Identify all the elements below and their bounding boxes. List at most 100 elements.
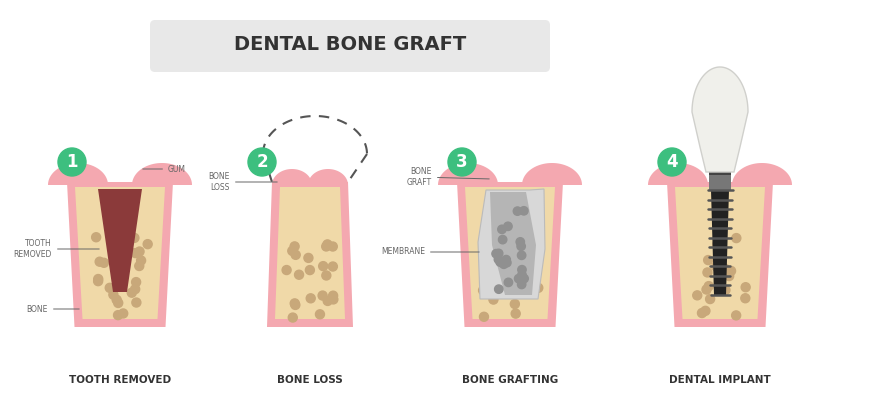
Text: BONE
LOSS: BONE LOSS — [209, 172, 278, 192]
Circle shape — [494, 265, 504, 274]
Circle shape — [496, 264, 505, 273]
Polygon shape — [490, 192, 536, 295]
Text: DENTAL BONE GRAFT: DENTAL BONE GRAFT — [233, 36, 466, 54]
Circle shape — [100, 258, 108, 267]
Circle shape — [479, 312, 488, 321]
Polygon shape — [75, 187, 165, 319]
Circle shape — [741, 294, 750, 303]
Text: BONE LOSS: BONE LOSS — [278, 375, 343, 385]
Circle shape — [499, 236, 507, 244]
Circle shape — [127, 288, 137, 297]
Circle shape — [109, 290, 118, 299]
Circle shape — [291, 300, 300, 310]
Circle shape — [702, 285, 711, 294]
Circle shape — [494, 250, 503, 259]
Text: GUM: GUM — [143, 164, 186, 174]
Circle shape — [329, 291, 337, 300]
Circle shape — [520, 207, 528, 215]
Circle shape — [306, 266, 315, 274]
Circle shape — [706, 294, 714, 304]
Circle shape — [698, 308, 707, 318]
Circle shape — [517, 280, 526, 289]
Circle shape — [725, 272, 734, 280]
Circle shape — [504, 278, 513, 286]
Circle shape — [131, 278, 141, 287]
Text: 1: 1 — [66, 153, 78, 171]
Circle shape — [288, 313, 297, 322]
Polygon shape — [675, 187, 765, 319]
Circle shape — [727, 266, 736, 276]
Circle shape — [95, 257, 104, 266]
Text: BONE GRAFTING: BONE GRAFTING — [462, 375, 559, 385]
Circle shape — [503, 258, 511, 267]
Circle shape — [732, 234, 741, 242]
Circle shape — [478, 286, 487, 295]
Polygon shape — [308, 169, 348, 185]
Circle shape — [516, 238, 524, 246]
Circle shape — [294, 270, 304, 279]
Polygon shape — [67, 182, 173, 327]
Circle shape — [318, 291, 327, 300]
Circle shape — [701, 306, 710, 315]
Circle shape — [112, 245, 121, 254]
Text: DENTAL IMPLANT: DENTAL IMPLANT — [670, 375, 771, 385]
Circle shape — [492, 250, 500, 258]
Text: BONE
GRAFT: BONE GRAFT — [407, 167, 489, 187]
Polygon shape — [465, 187, 555, 319]
Circle shape — [480, 273, 489, 282]
Circle shape — [319, 262, 328, 271]
Circle shape — [518, 266, 526, 274]
Circle shape — [322, 271, 331, 280]
Polygon shape — [275, 187, 345, 319]
Circle shape — [713, 240, 722, 249]
Circle shape — [716, 267, 725, 276]
Polygon shape — [667, 182, 773, 327]
Circle shape — [515, 274, 522, 283]
Circle shape — [137, 256, 145, 265]
Circle shape — [315, 310, 324, 319]
Circle shape — [658, 148, 686, 176]
Text: MEMBRANE: MEMBRANE — [381, 248, 479, 256]
Circle shape — [114, 311, 122, 320]
Circle shape — [105, 283, 115, 292]
Circle shape — [495, 244, 504, 253]
Polygon shape — [438, 163, 498, 185]
Circle shape — [496, 258, 505, 266]
Circle shape — [502, 256, 510, 264]
Text: TOOTH REMOVED: TOOTH REMOVED — [69, 375, 171, 385]
Circle shape — [135, 247, 144, 256]
Circle shape — [323, 240, 332, 249]
Circle shape — [504, 222, 512, 230]
Circle shape — [323, 296, 332, 306]
Polygon shape — [457, 182, 563, 327]
Polygon shape — [732, 163, 792, 185]
Circle shape — [505, 251, 515, 260]
Circle shape — [703, 268, 712, 277]
Circle shape — [307, 294, 315, 303]
Polygon shape — [648, 163, 708, 185]
Circle shape — [534, 283, 543, 292]
Circle shape — [520, 274, 529, 283]
Polygon shape — [132, 163, 192, 185]
Circle shape — [517, 235, 527, 244]
Circle shape — [288, 246, 297, 256]
Circle shape — [511, 309, 520, 318]
Circle shape — [714, 263, 722, 272]
Circle shape — [525, 242, 534, 250]
Circle shape — [119, 309, 128, 318]
Circle shape — [290, 299, 300, 308]
Circle shape — [322, 242, 330, 251]
Circle shape — [511, 272, 520, 281]
Bar — [709, 172, 731, 190]
Circle shape — [92, 233, 100, 242]
Polygon shape — [272, 169, 312, 185]
Circle shape — [130, 234, 139, 242]
Polygon shape — [48, 163, 108, 185]
Circle shape — [135, 262, 144, 270]
Polygon shape — [692, 67, 748, 172]
Circle shape — [494, 255, 503, 264]
FancyBboxPatch shape — [150, 20, 550, 72]
Circle shape — [107, 237, 117, 246]
Circle shape — [731, 311, 741, 320]
Circle shape — [517, 242, 525, 250]
